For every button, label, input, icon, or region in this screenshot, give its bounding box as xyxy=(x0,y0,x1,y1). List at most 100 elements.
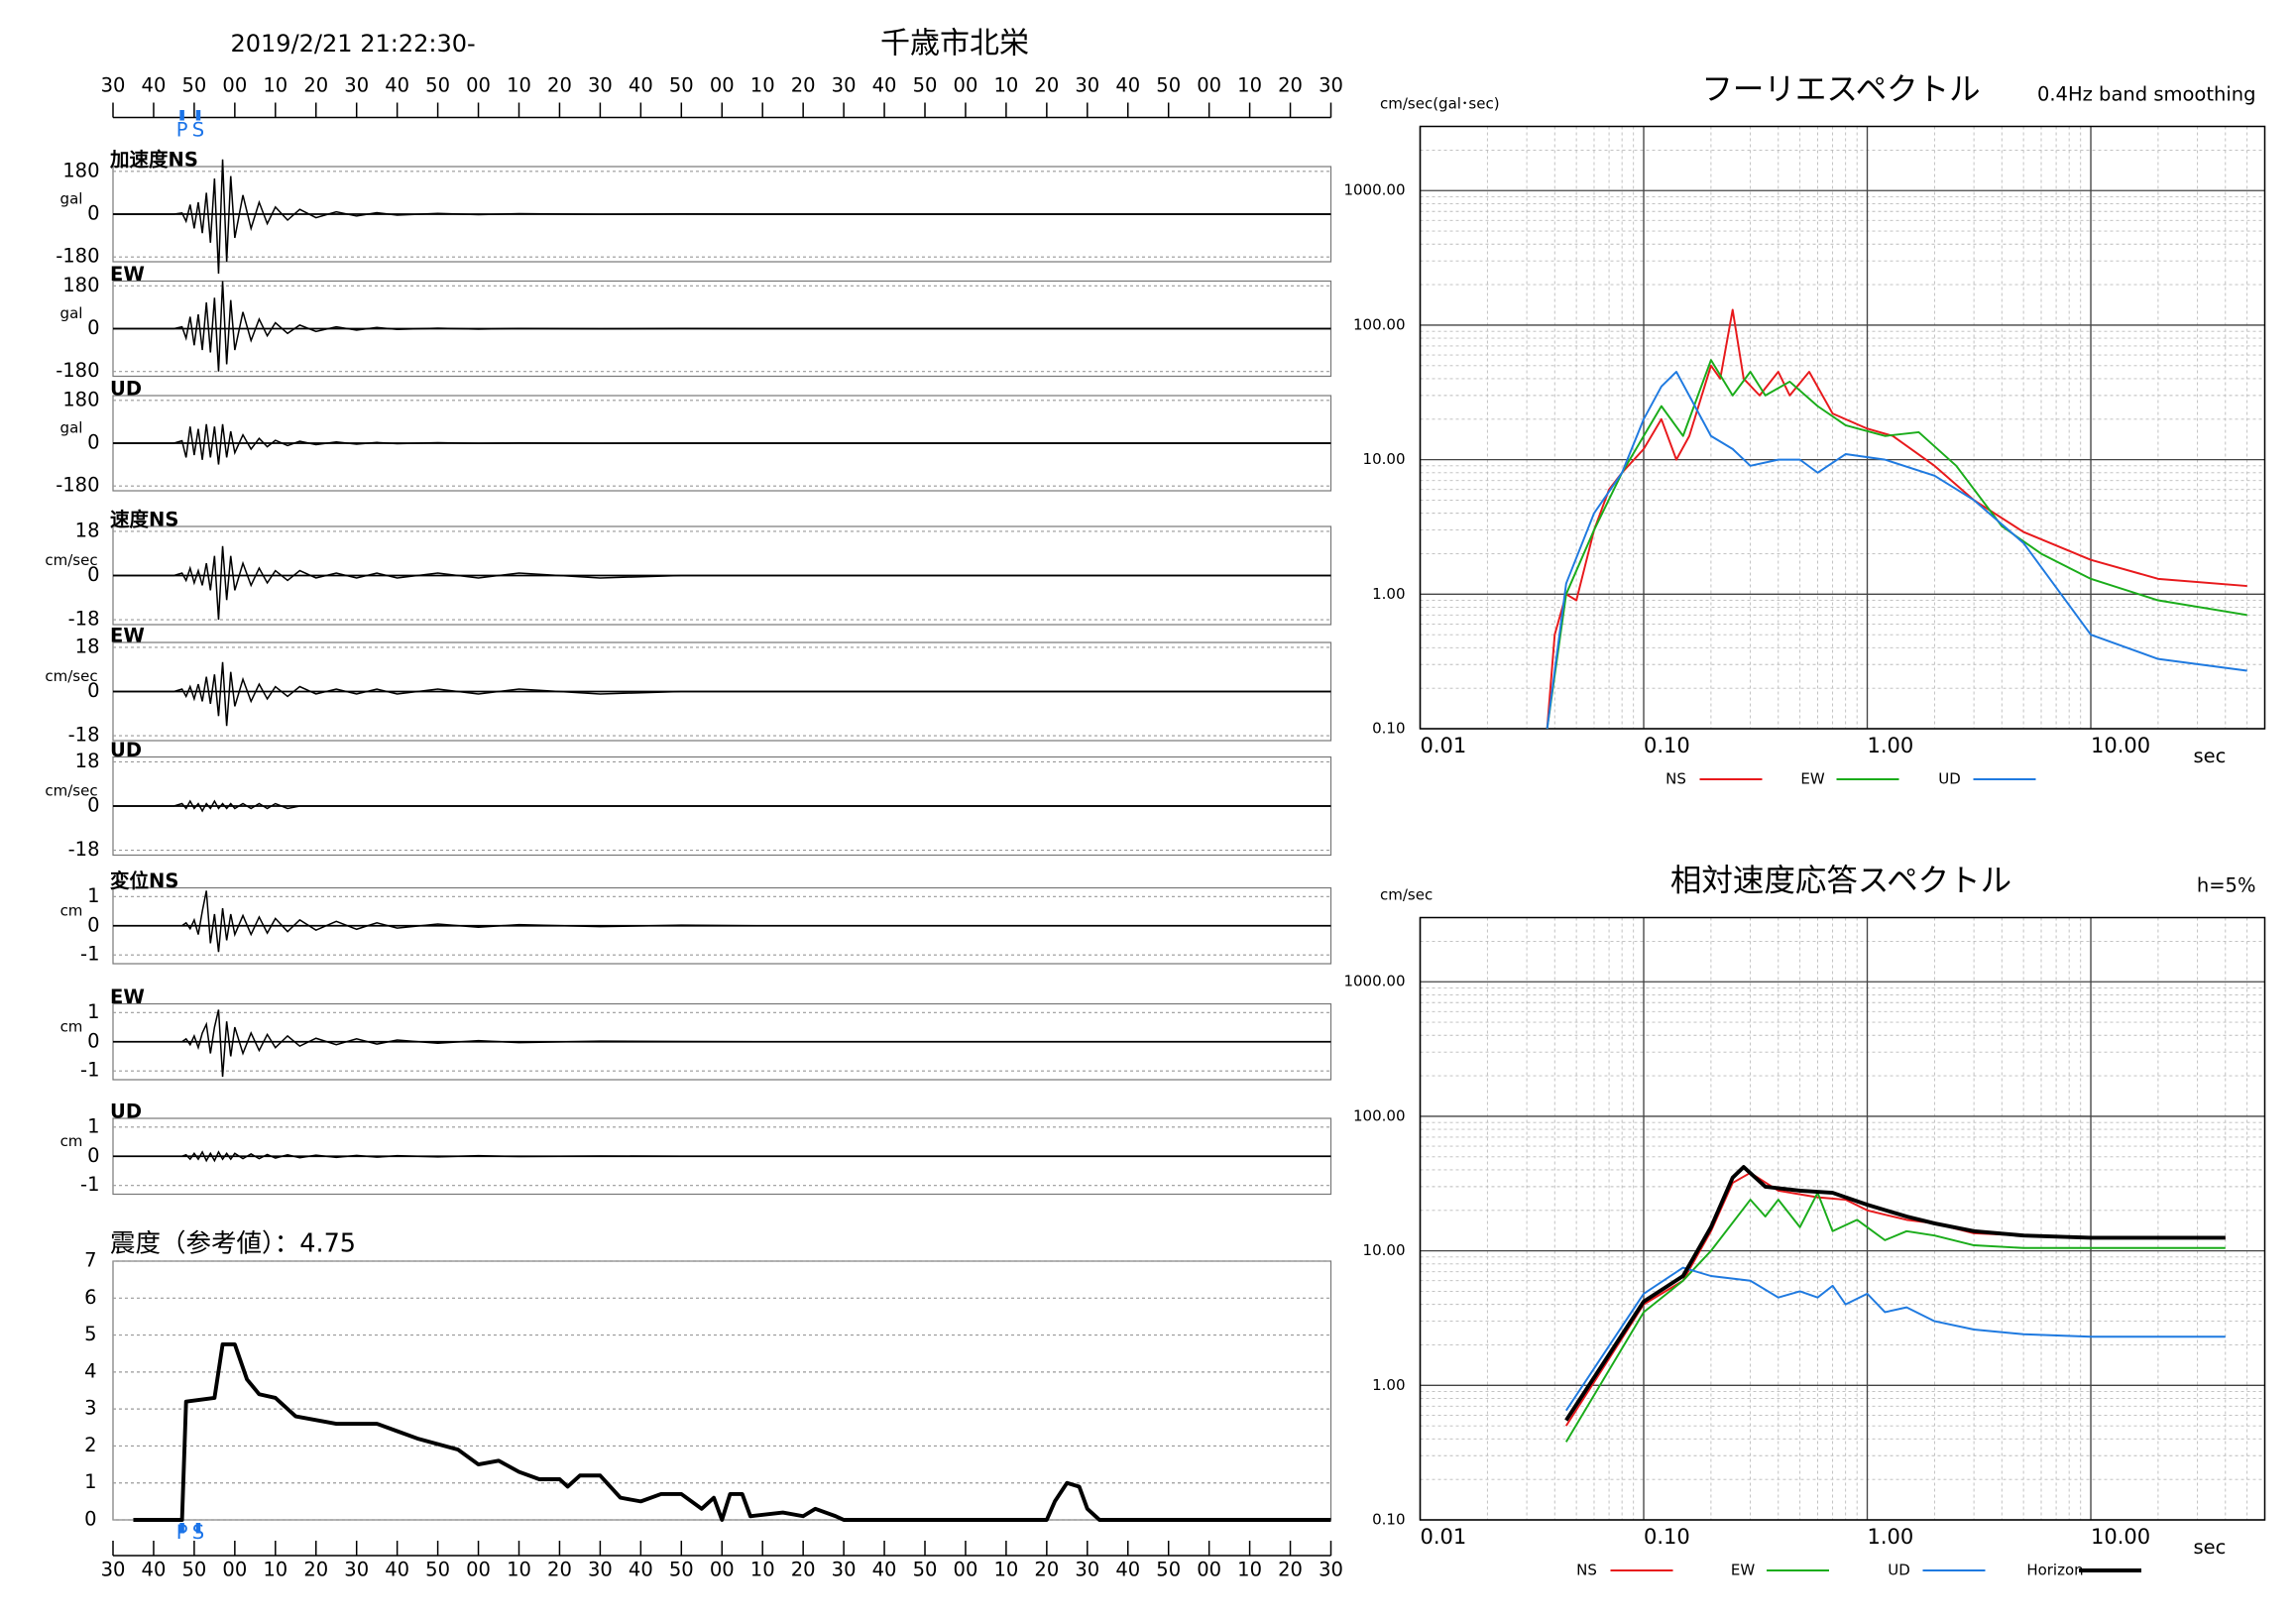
x-tick-label: 00 xyxy=(466,74,491,97)
x-tick-label: 0.01 xyxy=(1421,734,1467,757)
unit-label: cm xyxy=(60,1017,83,1035)
panel-label: 変位NS xyxy=(110,869,178,892)
x-tick-label: 50 xyxy=(425,74,450,97)
panel-label: EW xyxy=(110,985,145,1008)
phase-label: S xyxy=(192,119,204,142)
x-tick-label: 10 xyxy=(1237,1559,1262,1581)
x-tick-label: 0.01 xyxy=(1421,1525,1467,1549)
y-tick-label: 100.00 xyxy=(1353,1106,1406,1124)
y-tick-label: 1000.00 xyxy=(1343,973,1405,990)
y-tick-label: -180 xyxy=(56,359,99,382)
y-tick-label: 0 xyxy=(87,913,99,936)
plot-frame xyxy=(1419,125,2266,730)
y-tick-label: 3 xyxy=(84,1397,96,1420)
legend-label: EW xyxy=(1731,1562,1755,1579)
x-tick-label: 1.00 xyxy=(1868,734,1914,757)
y-tick-label: 180 xyxy=(62,388,99,410)
y-tick-label: 4 xyxy=(84,1359,96,1382)
y-axis-label: cm/sec(gal･sec) xyxy=(1380,95,1500,113)
phase-label: P xyxy=(176,119,188,142)
y-tick-label: 0 xyxy=(87,316,99,339)
x-tick-label: 40 xyxy=(1115,1559,1140,1581)
y-tick-label: 18 xyxy=(75,750,100,772)
x-tick-label: 1.00 xyxy=(1868,1525,1914,1549)
x-tick-label: 00 xyxy=(710,1559,735,1581)
panel-label: UD xyxy=(110,1101,142,1123)
legend-label: UD xyxy=(1888,1562,1910,1579)
x-tick-label: 10 xyxy=(993,74,1018,97)
y-tick-label: -18 xyxy=(68,724,100,747)
x-tick-label: 30 xyxy=(101,1559,126,1581)
legend-label: NS xyxy=(1576,1562,1597,1579)
x-tick-label: 40 xyxy=(385,1559,409,1581)
y-tick-label: 0 xyxy=(87,202,99,225)
y-tick-label: 0 xyxy=(87,563,99,586)
y-tick-label: -1 xyxy=(80,1059,99,1082)
x-tick-label: 20 xyxy=(547,74,572,97)
x-tick-label: 00 xyxy=(222,74,247,97)
y-tick-label: 7 xyxy=(84,1249,96,1272)
unit-label: gal xyxy=(60,190,83,208)
x-tick-label: 50 xyxy=(425,1559,450,1581)
x-axis-label: sec xyxy=(2194,745,2227,767)
y-tick-label: -180 xyxy=(56,245,99,268)
x-tick-label: 30 xyxy=(588,1559,613,1581)
x-tick-label: 0.10 xyxy=(1644,734,1690,757)
x-tick-label: 30 xyxy=(344,74,369,97)
y-tick-label: -180 xyxy=(56,474,99,497)
unit-label: gal xyxy=(60,304,83,322)
x-tick-label: 50 xyxy=(181,74,206,97)
legend-label: Horizon xyxy=(2026,1562,2083,1579)
x-tick-label: 10 xyxy=(507,1559,531,1581)
x-tick-label: 10 xyxy=(507,74,531,97)
y-tick-label: 1000.00 xyxy=(1343,181,1405,199)
x-tick-label: 40 xyxy=(385,74,409,97)
y-tick-label: 0 xyxy=(87,679,99,702)
unit-label: cm xyxy=(60,1132,83,1150)
y-tick-label: 180 xyxy=(62,274,99,296)
x-tick-label: 20 xyxy=(303,1559,328,1581)
datetime: 2019/2/21 21:22:30- xyxy=(231,30,476,58)
x-tick-label: 50 xyxy=(1156,1559,1181,1581)
y-tick-label: 0.10 xyxy=(1372,720,1405,738)
spectrum-line xyxy=(1546,308,2247,730)
legend-label: EW xyxy=(1800,770,1824,788)
x-tick-label: 50 xyxy=(669,1559,694,1581)
y-tick-label: 0 xyxy=(87,1144,99,1167)
x-tick-label: 20 xyxy=(1034,74,1059,97)
x-axis-label: sec xyxy=(2194,1536,2227,1559)
panel-label: 速度NS xyxy=(110,509,178,531)
panel-label: 加速度NS xyxy=(109,149,198,172)
x-tick-label: 30 xyxy=(832,74,857,97)
x-tick-label: 50 xyxy=(1156,74,1181,97)
intensity-line xyxy=(133,1341,1331,1522)
phase-label: S xyxy=(192,1521,204,1544)
spectrum-line xyxy=(1546,371,2247,730)
y-tick-label: 0.10 xyxy=(1372,1511,1405,1529)
x-tick-label: 30 xyxy=(1319,1559,1343,1581)
unit-label: gal xyxy=(60,419,83,437)
x-tick-label: 10 xyxy=(750,74,775,97)
phase-marker xyxy=(195,110,201,121)
x-tick-label: 00 xyxy=(954,1559,978,1581)
spectrum-line xyxy=(1564,1165,2226,1422)
phase-marker xyxy=(195,1523,201,1534)
legend-label: UD xyxy=(1938,770,1961,788)
y-tick-label: 18 xyxy=(75,519,100,541)
x-tick-label: 20 xyxy=(303,74,328,97)
x-tick-label: 00 xyxy=(1197,74,1221,97)
chart-title: 震度（参考値）：4.75 xyxy=(110,1229,356,1259)
y-tick-label: 18 xyxy=(75,635,100,657)
x-tick-label: 00 xyxy=(466,1559,491,1581)
y-tick-label: 1 xyxy=(84,1470,96,1493)
x-tick-label: 00 xyxy=(1197,1559,1221,1581)
x-tick-label: 20 xyxy=(1034,1559,1059,1581)
phase-marker xyxy=(179,1523,184,1534)
x-tick-label: 0.10 xyxy=(1644,1525,1690,1549)
x-tick-label: 40 xyxy=(629,1559,653,1581)
x-tick-label: 20 xyxy=(791,1559,816,1581)
y-tick-label: 2 xyxy=(84,1434,96,1456)
x-tick-label: 30 xyxy=(832,1559,857,1581)
